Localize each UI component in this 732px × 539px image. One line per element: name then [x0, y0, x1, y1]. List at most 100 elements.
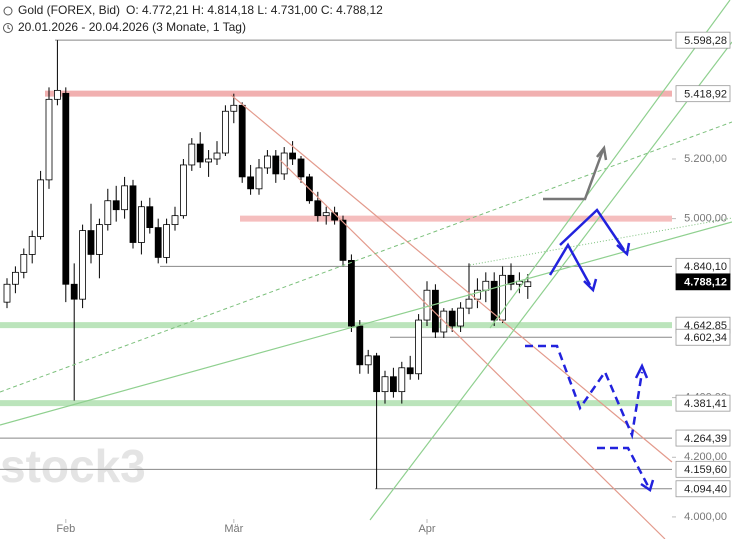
candle-body — [45, 98, 53, 181]
level-label-box — [675, 460, 731, 478]
candle-body — [272, 155, 280, 175]
candle-body — [448, 310, 456, 327]
level-label: 4.159,60 — [684, 464, 727, 476]
clock-hand — [7, 25, 11, 30]
trend-line — [230, 94, 673, 463]
candle-body — [154, 227, 162, 258]
candle-body — [163, 224, 171, 258]
scenario-arrow — [543, 149, 605, 201]
candle-body — [524, 281, 532, 287]
candle-body — [205, 158, 213, 163]
candle-body — [238, 104, 246, 178]
candle-body — [221, 110, 229, 154]
candle-body — [213, 152, 221, 160]
level-label: 4.381,41 — [684, 398, 727, 410]
candle-body — [87, 230, 95, 255]
candle-body — [137, 206, 145, 243]
candle-body — [347, 260, 355, 327]
candle-body — [196, 143, 204, 163]
date-range: 20.01.2026 - 20.04.2026 (3 Monate, 1 Tag… — [18, 20, 246, 34]
scenario-arrow — [559, 208, 626, 251]
candle-body — [146, 206, 154, 228]
candle-body — [263, 155, 271, 169]
candle-body — [297, 158, 305, 178]
arrow-head — [583, 278, 598, 293]
trend-line — [279, 159, 666, 539]
candle-body — [255, 167, 263, 190]
level-label-box — [675, 394, 731, 412]
candle-body — [104, 200, 112, 226]
candle-body — [62, 92, 70, 285]
level-label: 5.598,28 — [684, 35, 727, 47]
level-label-box — [675, 273, 731, 291]
watermark: stock3 — [0, 440, 146, 492]
level-label-box — [675, 31, 731, 49]
candle-body — [507, 274, 515, 285]
candle-body — [381, 376, 389, 393]
arrow-head — [640, 479, 655, 492]
candle-body — [79, 230, 86, 300]
levels — [0, 39, 676, 518]
x-tick-label: Apr — [418, 523, 435, 535]
arrow-head — [634, 362, 649, 379]
candle-body — [54, 89, 61, 100]
level-label-box — [675, 480, 731, 498]
level-label: 5.418,92 — [684, 89, 727, 101]
arrow-head — [616, 242, 631, 257]
candle-body — [322, 212, 330, 217]
candle-body — [37, 179, 44, 237]
candle-body — [465, 298, 473, 309]
trend-line — [0, 221, 732, 426]
trend-line — [489, 0, 731, 329]
candle-body — [389, 376, 397, 393]
trend-line — [369, 41, 732, 521]
candle-body — [171, 215, 179, 226]
instrument-title: Gold (FOREX, Bid) — [18, 3, 120, 17]
level-label: 4.602,34 — [684, 332, 727, 344]
candle-body — [499, 274, 507, 321]
candle-body — [364, 355, 372, 366]
candle-body — [457, 307, 465, 327]
candle-body — [314, 200, 322, 217]
candle-body — [28, 236, 36, 255]
level-label: 4.264,39 — [684, 433, 727, 445]
y-tick-label: 5.200,00 — [684, 153, 727, 165]
candle-body — [339, 219, 347, 261]
candle-body — [247, 176, 255, 190]
candle-body — [398, 367, 406, 393]
level-label-box — [675, 429, 731, 447]
candle-body — [473, 289, 481, 300]
candle-body — [373, 355, 381, 393]
x-tick-label: Feb — [56, 523, 75, 535]
level-label-box — [675, 85, 731, 103]
candle-body — [415, 319, 423, 375]
candle-body — [482, 280, 490, 291]
candle-body — [121, 185, 128, 211]
level-label: 4.788,12 — [684, 277, 727, 289]
clock-icon — [3, 23, 13, 33]
candle-body — [20, 254, 28, 273]
arrow-head — [596, 144, 608, 161]
scenario-arrow — [548, 242, 592, 286]
candle-body — [356, 325, 364, 366]
candle-body — [96, 224, 103, 255]
candle-body — [188, 143, 196, 166]
candle-body — [431, 289, 439, 333]
level-label: 4.840,10 — [684, 261, 727, 273]
scenario-arrow — [525, 344, 644, 440]
candle-body — [230, 104, 238, 112]
visibility-icon[interactable] — [3, 6, 13, 16]
candle-body — [129, 185, 137, 243]
y-tick-label: 5.000,00 — [684, 213, 727, 225]
trend-line — [0, 121, 732, 393]
candle-body — [179, 164, 187, 217]
x-tick-label: Mär — [224, 523, 243, 535]
candle-body — [112, 200, 120, 211]
candle-body — [11, 271, 19, 285]
y-tick-label: 4.000,00 — [684, 511, 727, 523]
scenario-arrow — [597, 446, 650, 487]
candle-body — [490, 280, 498, 321]
